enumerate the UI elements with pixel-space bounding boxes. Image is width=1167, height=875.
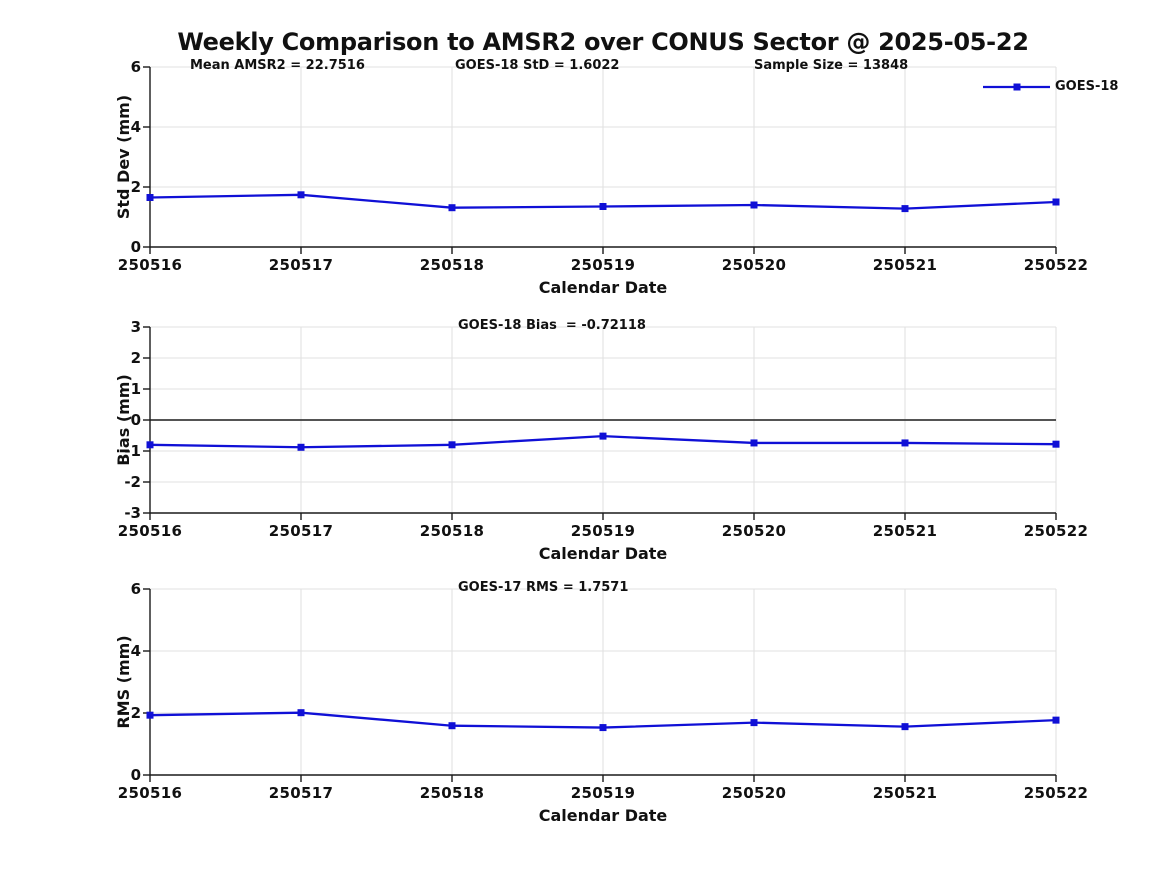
data-marker: [599, 203, 607, 210]
legend-marker-sample: [1013, 83, 1021, 91]
y-tick-label: -2: [124, 473, 141, 491]
x-axis-title: Calendar Date: [538, 806, 668, 825]
y-tick-label: 2: [130, 349, 141, 367]
y-tick-label: 6: [130, 580, 141, 598]
y-tick-label: 6: [130, 58, 141, 76]
x-tick-label: 250518: [419, 784, 485, 802]
x-axis-title: Calendar Date: [538, 544, 668, 563]
stat-annotation: Sample Size = 13848: [754, 58, 909, 73]
x-tick-label: 250520: [721, 784, 787, 802]
data-marker: [750, 439, 758, 447]
y-axis-title: RMS (mm): [114, 635, 133, 729]
figure-title: Weekly Comparison to AMSR2 over CONUS Se…: [177, 28, 1029, 56]
x-tick-label: 250520: [721, 256, 787, 274]
data-marker: [297, 191, 305, 199]
y-tick-label: 2: [130, 704, 141, 722]
x-tick-label: 250516: [117, 256, 183, 274]
data-marker: [901, 723, 909, 731]
x-tick-label: 250518: [419, 256, 485, 274]
data-marker: [1052, 198, 1060, 206]
data-marker: [448, 722, 456, 730]
data-marker: [448, 441, 456, 449]
stat-annotation: GOES-18 Bias = -0.72118: [458, 318, 646, 333]
data-marker: [901, 205, 909, 213]
y-tick-label: 4: [130, 642, 141, 660]
y-axis-title: Bias (mm): [114, 374, 133, 466]
x-axis-title: Calendar Date: [538, 278, 668, 297]
y-tick-label: -1: [124, 442, 141, 460]
y-tick-label: 4: [130, 118, 141, 136]
stat-annotation: GOES-17 RMS = 1.7571: [458, 580, 629, 595]
stat-annotation: Mean AMSR2 = 22.7516: [190, 58, 365, 73]
x-tick-label: 250519: [570, 256, 636, 274]
x-tick-label: 250522: [1023, 256, 1089, 274]
data-marker: [297, 709, 305, 717]
x-tick-label: 250521: [872, 522, 938, 540]
data-marker: [599, 432, 607, 440]
data-marker: [750, 719, 758, 727]
data-marker: [448, 204, 456, 212]
data-marker: [146, 441, 154, 449]
x-tick-label: 250517: [268, 522, 334, 540]
y-tick-label: 0: [130, 766, 141, 784]
data-marker: [750, 201, 758, 209]
data-marker: [146, 711, 154, 719]
x-tick-label: 250516: [117, 784, 183, 802]
data-marker: [1052, 716, 1060, 724]
x-tick-label: 250521: [872, 784, 938, 802]
x-tick-label: 250517: [268, 256, 334, 274]
y-tick-label: 0: [130, 411, 141, 429]
data-marker: [599, 724, 607, 732]
x-tick-label: 250519: [570, 784, 636, 802]
stat-annotation: GOES-18 StD = 1.6022: [455, 58, 620, 73]
x-tick-label: 250521: [872, 256, 938, 274]
y-axis-title: Std Dev (mm): [114, 94, 133, 220]
y-tick-label: 3: [130, 318, 141, 336]
data-marker: [297, 443, 305, 451]
y-tick-label: 2: [130, 178, 141, 196]
y-tick-label: -3: [124, 504, 141, 522]
x-tick-label: 250516: [117, 522, 183, 540]
data-marker: [146, 194, 154, 201]
x-tick-label: 250522: [1023, 522, 1089, 540]
x-tick-label: 250518: [419, 522, 485, 540]
x-tick-label: 250522: [1023, 784, 1089, 802]
legend-series-label: GOES-18: [1055, 79, 1119, 94]
y-tick-label: 1: [130, 380, 141, 398]
data-marker: [1052, 440, 1060, 448]
x-tick-label: 250517: [268, 784, 334, 802]
y-tick-label: 0: [130, 238, 141, 256]
x-tick-label: 250520: [721, 522, 787, 540]
data-marker: [901, 439, 909, 447]
x-tick-label: 250519: [570, 522, 636, 540]
